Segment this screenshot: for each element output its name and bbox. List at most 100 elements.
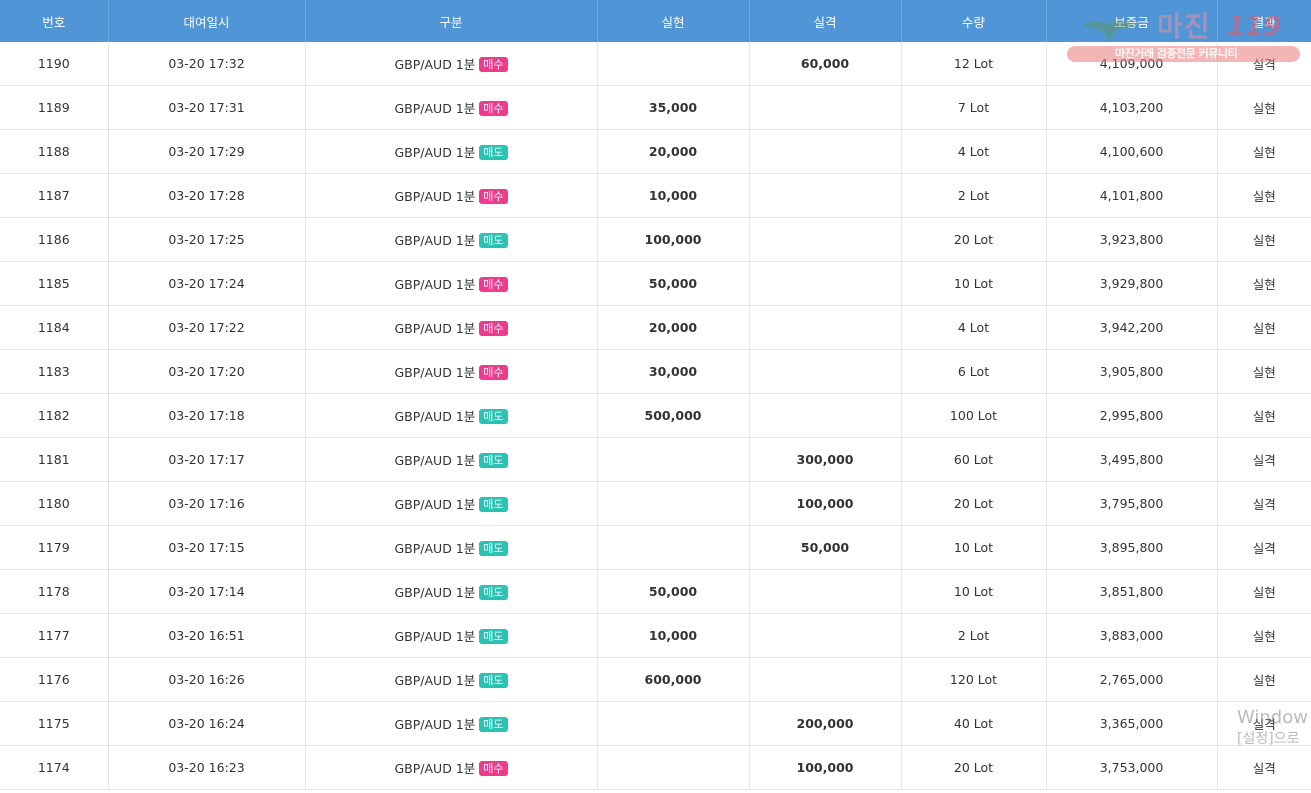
cell-profit: 20,000	[597, 129, 750, 174]
table-row[interactable]: 1182 03-20 17:18 GBP/AUD 1분 매도 500,000 100 Lo…	[0, 393, 1311, 438]
cell-type: GBP/AUD 1분 매수	[305, 745, 598, 790]
cell-pair: GBP/AUD 1분	[394, 717, 476, 732]
side-badge: 매수	[479, 365, 508, 380]
cell-loss	[749, 657, 902, 702]
cell-deposit: 2,995,800	[1046, 393, 1218, 438]
table-row[interactable]: 1178 03-20 17:14 GBP/AUD 1분 매도 50,000 10 Lot 3…	[0, 569, 1311, 614]
cell-type: GBP/AUD 1분 매도	[305, 393, 598, 438]
cell-type: GBP/AUD 1분 매수	[305, 85, 598, 130]
cell-date: 03-20 17:31	[108, 85, 306, 130]
cell-result: 실현	[1217, 305, 1311, 350]
cell-profit: 50,000	[597, 261, 750, 306]
cell-result: 실현	[1217, 217, 1311, 262]
col-header-result: 결과	[1217, 0, 1311, 42]
cell-pair: GBP/AUD 1분	[394, 145, 476, 160]
cell-pair: GBP/AUD 1분	[394, 585, 476, 600]
side-badge: 매도	[479, 497, 508, 512]
cell-loss: 50,000	[749, 525, 902, 570]
cell-result: 실현	[1217, 173, 1311, 218]
table-header-row: 번호 대여일시 구분 실현 실격 수량 보증금 결과	[0, 0, 1311, 42]
cell-number: 1188	[0, 129, 109, 174]
cell-date: 03-20 16:23	[108, 745, 306, 790]
cell-quantity: 40 Lot	[901, 701, 1047, 746]
cell-profit: 30,000	[597, 349, 750, 394]
table-row[interactable]: 1174 03-20 16:23 GBP/AUD 1분 매수 100,000 20 Lot…	[0, 745, 1311, 790]
table-row[interactable]: 1175 03-20 16:24 GBP/AUD 1분 매도 200,000 40 Lot…	[0, 701, 1311, 746]
cell-type: GBP/AUD 1분 매도	[305, 613, 598, 658]
cell-pair: GBP/AUD 1분	[394, 409, 476, 424]
cell-result: 실현	[1217, 613, 1311, 658]
table-row[interactable]: 1188 03-20 17:29 GBP/AUD 1분 매도 20,000 4 Lot 4,…	[0, 129, 1311, 174]
cell-pair: GBP/AUD 1분	[394, 321, 476, 336]
cell-loss: 300,000	[749, 437, 902, 482]
table-row[interactable]: 1186 03-20 17:25 GBP/AUD 1분 매도 100,000 20 Lot…	[0, 217, 1311, 262]
side-badge: 매도	[479, 233, 508, 248]
cell-type: GBP/AUD 1분 매도	[305, 657, 598, 702]
table-row[interactable]: 1185 03-20 17:24 GBP/AUD 1분 매수 50,000 10 Lot 3…	[0, 261, 1311, 306]
cell-pair: GBP/AUD 1분	[394, 189, 476, 204]
side-badge: 매도	[479, 629, 508, 644]
cell-deposit: 2,765,000	[1046, 657, 1218, 702]
table-row[interactable]: 1181 03-20 17:17 GBP/AUD 1분 매도 300,000 60 Lot…	[0, 437, 1311, 482]
table-row[interactable]: 1176 03-20 16:26 GBP/AUD 1분 매도 600,000 120 Lo…	[0, 657, 1311, 702]
cell-deposit: 3,895,800	[1046, 525, 1218, 570]
cell-quantity: 4 Lot	[901, 305, 1047, 350]
cell-quantity: 10 Lot	[901, 261, 1047, 306]
side-badge: 매수	[479, 761, 508, 776]
side-badge: 매수	[479, 321, 508, 336]
cell-deposit: 4,103,200	[1046, 85, 1218, 130]
cell-date: 03-20 16:26	[108, 657, 306, 702]
cell-pair: GBP/AUD 1분	[394, 629, 476, 644]
side-badge: 매수	[479, 277, 508, 292]
cell-pair: GBP/AUD 1분	[394, 277, 476, 292]
cell-deposit: 3,365,000	[1046, 701, 1218, 746]
cell-date: 03-20 17:16	[108, 481, 306, 526]
cell-number: 1176	[0, 657, 109, 702]
cell-loss	[749, 349, 902, 394]
os-overlay-line2: [설정]으로	[1237, 731, 1300, 747]
table-row[interactable]: 1177 03-20 16:51 GBP/AUD 1분 매도 10,000 2 Lot 3,…	[0, 613, 1311, 658]
cell-quantity: 10 Lot	[901, 525, 1047, 570]
cell-profit: 600,000	[597, 657, 750, 702]
cell-number: 1183	[0, 349, 109, 394]
cell-loss	[749, 393, 902, 438]
cell-profit: 50,000	[597, 569, 750, 614]
cell-profit: 35,000	[597, 85, 750, 130]
table-row[interactable]: 1184 03-20 17:22 GBP/AUD 1분 매수 20,000 4 Lot 3,…	[0, 305, 1311, 350]
cell-pair: GBP/AUD 1분	[394, 541, 476, 556]
cell-type: GBP/AUD 1분 매수	[305, 173, 598, 218]
table-row[interactable]: 1189 03-20 17:31 GBP/AUD 1분 매수 35,000 7 Lot 4,…	[0, 85, 1311, 130]
table-row[interactable]: 1190 03-20 17:32 GBP/AUD 1분 매수 60,000 12 Lot 4…	[0, 42, 1311, 86]
col-header-profit: 실현	[597, 0, 750, 42]
cell-profit: 10,000	[597, 613, 750, 658]
cell-date: 03-20 17:22	[108, 305, 306, 350]
cell-number: 1180	[0, 481, 109, 526]
cell-deposit: 3,795,800	[1046, 481, 1218, 526]
side-badge: 매수	[479, 189, 508, 204]
cell-number: 1175	[0, 701, 109, 746]
cell-number: 1174	[0, 745, 109, 790]
cell-type: GBP/AUD 1분 매도	[305, 437, 598, 482]
cell-loss	[749, 217, 902, 262]
table-row[interactable]: 1183 03-20 17:20 GBP/AUD 1분 매수 30,000 6 Lot 3,…	[0, 349, 1311, 394]
cell-result: 실격	[1217, 525, 1311, 570]
cell-profit: 10,000	[597, 173, 750, 218]
cell-date: 03-20 17:15	[108, 525, 306, 570]
table-row[interactable]: 1180 03-20 17:16 GBP/AUD 1분 매도 100,000 20 Lot…	[0, 481, 1311, 526]
col-header-date: 대여일시	[108, 0, 306, 42]
os-activation-overlay: Window [설정]으로	[1237, 707, 1308, 749]
cell-number: 1186	[0, 217, 109, 262]
cell-deposit: 3,883,000	[1046, 613, 1218, 658]
cell-quantity: 2 Lot	[901, 173, 1047, 218]
cell-profit: 20,000	[597, 305, 750, 350]
cell-type: GBP/AUD 1분 매수	[305, 261, 598, 306]
table-row[interactable]: 1179 03-20 17:15 GBP/AUD 1분 매도 50,000 10 Lot 3…	[0, 525, 1311, 570]
cell-date: 03-20 17:32	[108, 42, 306, 86]
table-row[interactable]: 1187 03-20 17:28 GBP/AUD 1분 매수 10,000 2 Lot 4,…	[0, 173, 1311, 218]
cell-date: 03-20 17:24	[108, 261, 306, 306]
cell-type: GBP/AUD 1분 매수	[305, 42, 598, 86]
cell-deposit: 4,101,800	[1046, 173, 1218, 218]
side-badge: 매도	[479, 585, 508, 600]
cell-number: 1189	[0, 85, 109, 130]
